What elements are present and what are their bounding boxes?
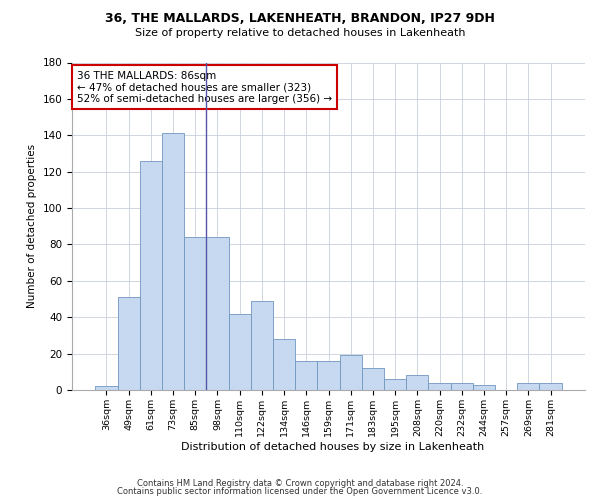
Text: Contains public sector information licensed under the Open Government Licence v3: Contains public sector information licen… xyxy=(118,487,482,496)
Bar xyxy=(406,376,428,390)
Text: Distribution of detached houses by size in Lakenheath: Distribution of detached houses by size … xyxy=(181,442,485,452)
Bar xyxy=(118,297,140,390)
Bar xyxy=(451,382,473,390)
Bar xyxy=(340,356,362,390)
Bar xyxy=(295,361,317,390)
Text: 36 THE MALLARDS: 86sqm
← 47% of detached houses are smaller (323)
52% of semi-de: 36 THE MALLARDS: 86sqm ← 47% of detached… xyxy=(77,70,332,104)
Bar xyxy=(384,379,406,390)
Bar xyxy=(140,161,162,390)
Bar xyxy=(317,361,340,390)
Text: 36, THE MALLARDS, LAKENHEATH, BRANDON, IP27 9DH: 36, THE MALLARDS, LAKENHEATH, BRANDON, I… xyxy=(105,12,495,26)
Bar xyxy=(539,382,562,390)
Bar xyxy=(473,384,495,390)
Bar xyxy=(95,386,118,390)
Text: Contains HM Land Registry data © Crown copyright and database right 2024.: Contains HM Land Registry data © Crown c… xyxy=(137,478,463,488)
Bar xyxy=(184,237,206,390)
Bar xyxy=(206,237,229,390)
Bar xyxy=(162,134,184,390)
Bar xyxy=(251,301,273,390)
Y-axis label: Number of detached properties: Number of detached properties xyxy=(27,144,37,308)
Bar xyxy=(362,368,384,390)
Text: Size of property relative to detached houses in Lakenheath: Size of property relative to detached ho… xyxy=(135,28,465,38)
Bar xyxy=(517,382,539,390)
Bar xyxy=(273,339,295,390)
Bar xyxy=(229,314,251,390)
Bar xyxy=(428,382,451,390)
